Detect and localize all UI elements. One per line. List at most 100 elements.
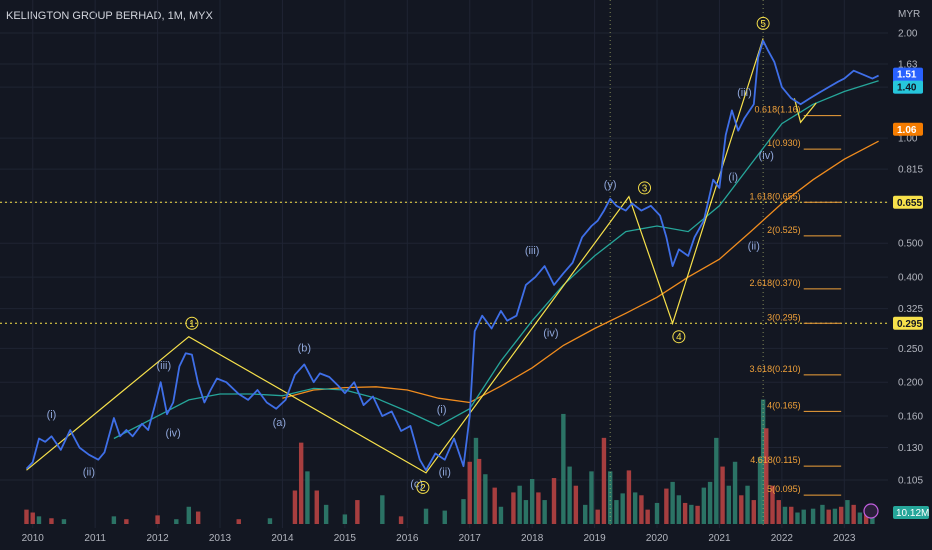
volume-bar bbox=[305, 471, 310, 524]
volume-bar bbox=[801, 509, 806, 524]
major-wave-circle bbox=[185, 316, 199, 330]
volume-bar bbox=[174, 519, 179, 524]
x-tick-label: 2023 bbox=[833, 533, 856, 544]
volume-bar bbox=[542, 500, 547, 524]
major-wave-circle bbox=[416, 480, 430, 494]
volume-bar bbox=[492, 487, 497, 524]
fib-level-label: 1.618(0.655) bbox=[750, 191, 801, 201]
volume-bar bbox=[523, 500, 529, 524]
volume-bar bbox=[573, 485, 579, 524]
chart-title: KELINGTON GROUP BERHAD, 1M, MYX bbox=[6, 10, 213, 22]
volume-bar bbox=[589, 471, 594, 524]
volume-bar bbox=[832, 508, 838, 524]
x-tick-label: 2016 bbox=[396, 533, 419, 544]
volume-bar bbox=[498, 506, 504, 524]
volume-bar bbox=[298, 442, 304, 524]
volume-bar bbox=[583, 504, 588, 524]
volume-bar bbox=[36, 516, 42, 524]
volume-bar bbox=[111, 516, 117, 524]
volume-bar bbox=[476, 458, 482, 524]
fib-extension-levels: 0.618(1.16) 1(0.930) 1.618(0.655) 2(0.525) 2… bbox=[750, 105, 842, 496]
wave-label: (y) bbox=[604, 179, 617, 191]
fib-level-label: 5(0.095) bbox=[767, 484, 801, 494]
y-tick-label: 0.815 bbox=[898, 165, 923, 176]
volume-bar bbox=[473, 437, 479, 524]
volume-bar bbox=[342, 514, 348, 524]
major-wave-circle bbox=[638, 181, 652, 195]
volume-bar bbox=[782, 506, 788, 524]
volume-tag-box bbox=[893, 506, 929, 519]
wave-label: (a) bbox=[273, 417, 286, 429]
major-wave-label: 3 bbox=[642, 183, 648, 194]
volume-bar bbox=[732, 461, 738, 524]
fib-level-label: 0.618(1.16) bbox=[755, 105, 801, 115]
volume-bar bbox=[720, 466, 725, 524]
fib-level-label: 3.618(0.210) bbox=[750, 364, 801, 374]
x-tick-label: 2019 bbox=[583, 533, 606, 544]
volume-bar bbox=[551, 478, 557, 524]
price-tag-box bbox=[893, 122, 923, 136]
wave-label: (iv) bbox=[166, 427, 181, 439]
major-wave-circle bbox=[672, 330, 686, 344]
volume-bar bbox=[49, 518, 54, 524]
x-tick-label: 2011 bbox=[84, 533, 106, 544]
volume-bar bbox=[529, 479, 535, 524]
wave-label: (i) bbox=[437, 404, 447, 416]
volume-bar bbox=[707, 481, 713, 524]
y-tick-label: 0.250 bbox=[898, 344, 923, 355]
volume-bar bbox=[826, 509, 831, 524]
volume-bar bbox=[511, 492, 516, 524]
price-tag-label: 1.51 bbox=[897, 70, 917, 81]
fib-level-label: 3(0.295) bbox=[767, 312, 801, 322]
volume-bar bbox=[601, 437, 607, 524]
volume-bar bbox=[810, 508, 816, 524]
x-tick-label: 2010 bbox=[22, 533, 45, 544]
volume-bar bbox=[789, 506, 794, 524]
volume-bar bbox=[461, 499, 466, 524]
volume-bar bbox=[614, 500, 619, 524]
volume-bar bbox=[701, 487, 707, 524]
price-line bbox=[25, 39, 879, 472]
wave-label: (ii) bbox=[748, 240, 760, 252]
volume-bar bbox=[838, 506, 844, 524]
volume-bar bbox=[186, 506, 191, 524]
volume-bar bbox=[770, 485, 775, 524]
volume-tag-label: 10.12M bbox=[896, 508, 929, 519]
major-wave-label: 1 bbox=[189, 319, 195, 330]
volume-bar bbox=[695, 505, 700, 524]
volume-bar bbox=[195, 511, 201, 524]
ma-fast-line bbox=[113, 80, 879, 440]
volume-bar bbox=[820, 504, 825, 524]
wave-label: (ii) bbox=[439, 467, 451, 479]
fib-level-label: 4.618(0.115) bbox=[750, 455, 800, 465]
volume-bar bbox=[676, 495, 682, 524]
volume-bar bbox=[870, 514, 875, 524]
y-tick-label: 2.00 bbox=[898, 28, 918, 39]
volume-bar bbox=[645, 509, 650, 524]
volume-bar bbox=[124, 519, 129, 524]
x-tick-label: 2015 bbox=[334, 533, 357, 544]
wave-label: (ii) bbox=[83, 467, 95, 479]
volume-bar bbox=[595, 509, 600, 524]
price-series bbox=[25, 39, 879, 472]
volume-bar bbox=[483, 474, 488, 524]
volume-bar bbox=[467, 461, 472, 524]
wave-label: (iii) bbox=[156, 360, 171, 372]
volume-bar bbox=[682, 502, 688, 524]
volume-bar bbox=[857, 512, 863, 524]
volume-bar bbox=[267, 518, 273, 524]
volume-bar bbox=[314, 490, 319, 524]
x-tick-label: 2017 bbox=[459, 533, 482, 544]
volume-bar bbox=[423, 508, 429, 524]
volume-bars bbox=[24, 399, 875, 524]
volume-bar bbox=[760, 399, 766, 524]
price-tag-box bbox=[893, 80, 923, 94]
volume-bar bbox=[776, 500, 781, 524]
volume-bar bbox=[764, 428, 769, 524]
volume-bar bbox=[355, 500, 360, 524]
volume-bar bbox=[670, 481, 675, 524]
moving-averages bbox=[113, 80, 879, 440]
volume-bar bbox=[24, 509, 29, 524]
volume-bar bbox=[726, 485, 732, 524]
